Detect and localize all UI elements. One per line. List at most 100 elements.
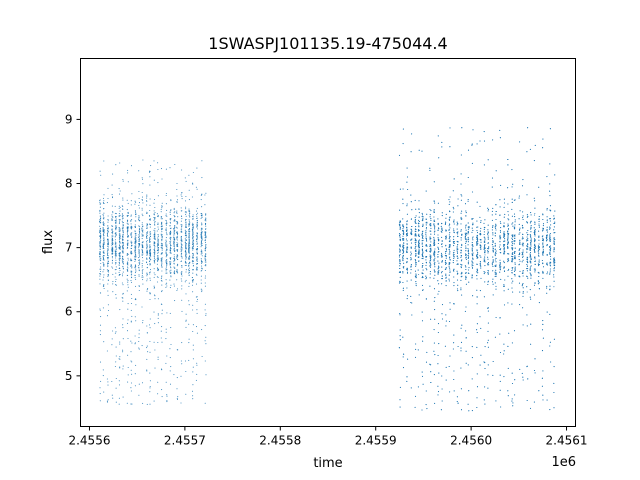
data-point <box>513 241 515 243</box>
data-point <box>192 260 194 262</box>
data-point <box>115 254 117 256</box>
data-point <box>100 273 102 275</box>
data-point <box>165 213 167 215</box>
data-point <box>115 278 117 280</box>
data-point <box>149 385 151 388</box>
data-point <box>200 194 202 197</box>
data-point <box>130 220 132 222</box>
data-point <box>176 231 178 233</box>
data-point <box>460 367 462 369</box>
data-point <box>146 288 148 291</box>
data-point <box>122 349 124 351</box>
data-point <box>122 178 124 181</box>
data-point <box>115 222 117 224</box>
data-point <box>188 248 190 250</box>
data-point <box>118 384 121 386</box>
data-point <box>201 222 203 224</box>
data-point <box>99 268 101 270</box>
data-point <box>192 182 194 184</box>
data-point <box>99 238 101 240</box>
data-point <box>127 239 129 241</box>
data-point <box>176 398 179 401</box>
data-point <box>146 280 148 282</box>
data-point <box>141 266 143 268</box>
data-point <box>166 245 168 248</box>
data-point <box>176 188 178 191</box>
data-point <box>157 247 159 249</box>
data-point <box>195 256 197 258</box>
data-point <box>122 234 124 236</box>
data-point <box>188 223 190 225</box>
data-point <box>170 272 172 274</box>
data-point <box>131 267 133 269</box>
data-point <box>185 293 187 295</box>
data-point <box>176 221 178 223</box>
data-point <box>169 312 171 314</box>
data-point <box>200 249 202 251</box>
data-point <box>103 238 105 240</box>
data-point <box>154 250 156 252</box>
data-point <box>204 239 206 241</box>
data-point <box>121 220 123 222</box>
data-point <box>138 340 140 343</box>
data-point <box>161 389 163 391</box>
data-point <box>161 266 163 268</box>
data-point <box>541 329 544 331</box>
data-point <box>111 257 113 259</box>
data-point <box>181 280 183 282</box>
data-point <box>146 258 148 261</box>
data-point <box>103 287 105 290</box>
data-point <box>149 234 151 236</box>
data-point <box>495 170 497 172</box>
data-point <box>127 286 129 288</box>
data-point <box>180 230 182 232</box>
data-point <box>135 299 137 301</box>
data-point <box>102 214 104 216</box>
data-point <box>131 219 133 221</box>
data-point <box>118 380 120 382</box>
data-point <box>185 326 187 328</box>
data-point <box>169 167 171 169</box>
data-point <box>165 227 167 229</box>
data-point <box>134 243 137 245</box>
data-point <box>154 323 156 325</box>
data-point <box>149 262 151 265</box>
data-point <box>126 330 129 332</box>
data-point <box>402 272 404 274</box>
data-point <box>204 247 206 250</box>
data-point <box>126 278 128 280</box>
data-point <box>138 275 140 277</box>
data-point <box>157 260 159 263</box>
data-point <box>188 265 190 267</box>
data-point <box>196 212 198 214</box>
data-point <box>169 250 171 252</box>
data-point <box>180 246 182 248</box>
data-point <box>445 257 447 259</box>
data-point <box>191 284 194 286</box>
data-point <box>176 279 178 281</box>
data-point <box>115 331 117 333</box>
data-point <box>200 288 202 290</box>
data-point <box>103 391 105 393</box>
data-point <box>138 215 140 217</box>
data-point <box>131 273 133 275</box>
data-point <box>141 243 143 245</box>
data-point <box>173 237 175 239</box>
data-point <box>135 213 137 215</box>
data-point <box>139 260 141 262</box>
data-point <box>130 351 132 353</box>
data-point <box>121 282 123 284</box>
data-point <box>149 247 151 249</box>
data-point <box>188 270 190 272</box>
data-point <box>122 263 124 265</box>
data-point <box>165 251 167 253</box>
data-point <box>161 276 163 278</box>
data-point <box>161 205 163 207</box>
data-point <box>174 250 176 252</box>
data-point <box>114 365 116 368</box>
data-point <box>180 278 182 280</box>
data-point <box>142 253 144 255</box>
data-point <box>170 209 172 211</box>
data-point <box>127 354 129 356</box>
data-point <box>192 269 194 271</box>
